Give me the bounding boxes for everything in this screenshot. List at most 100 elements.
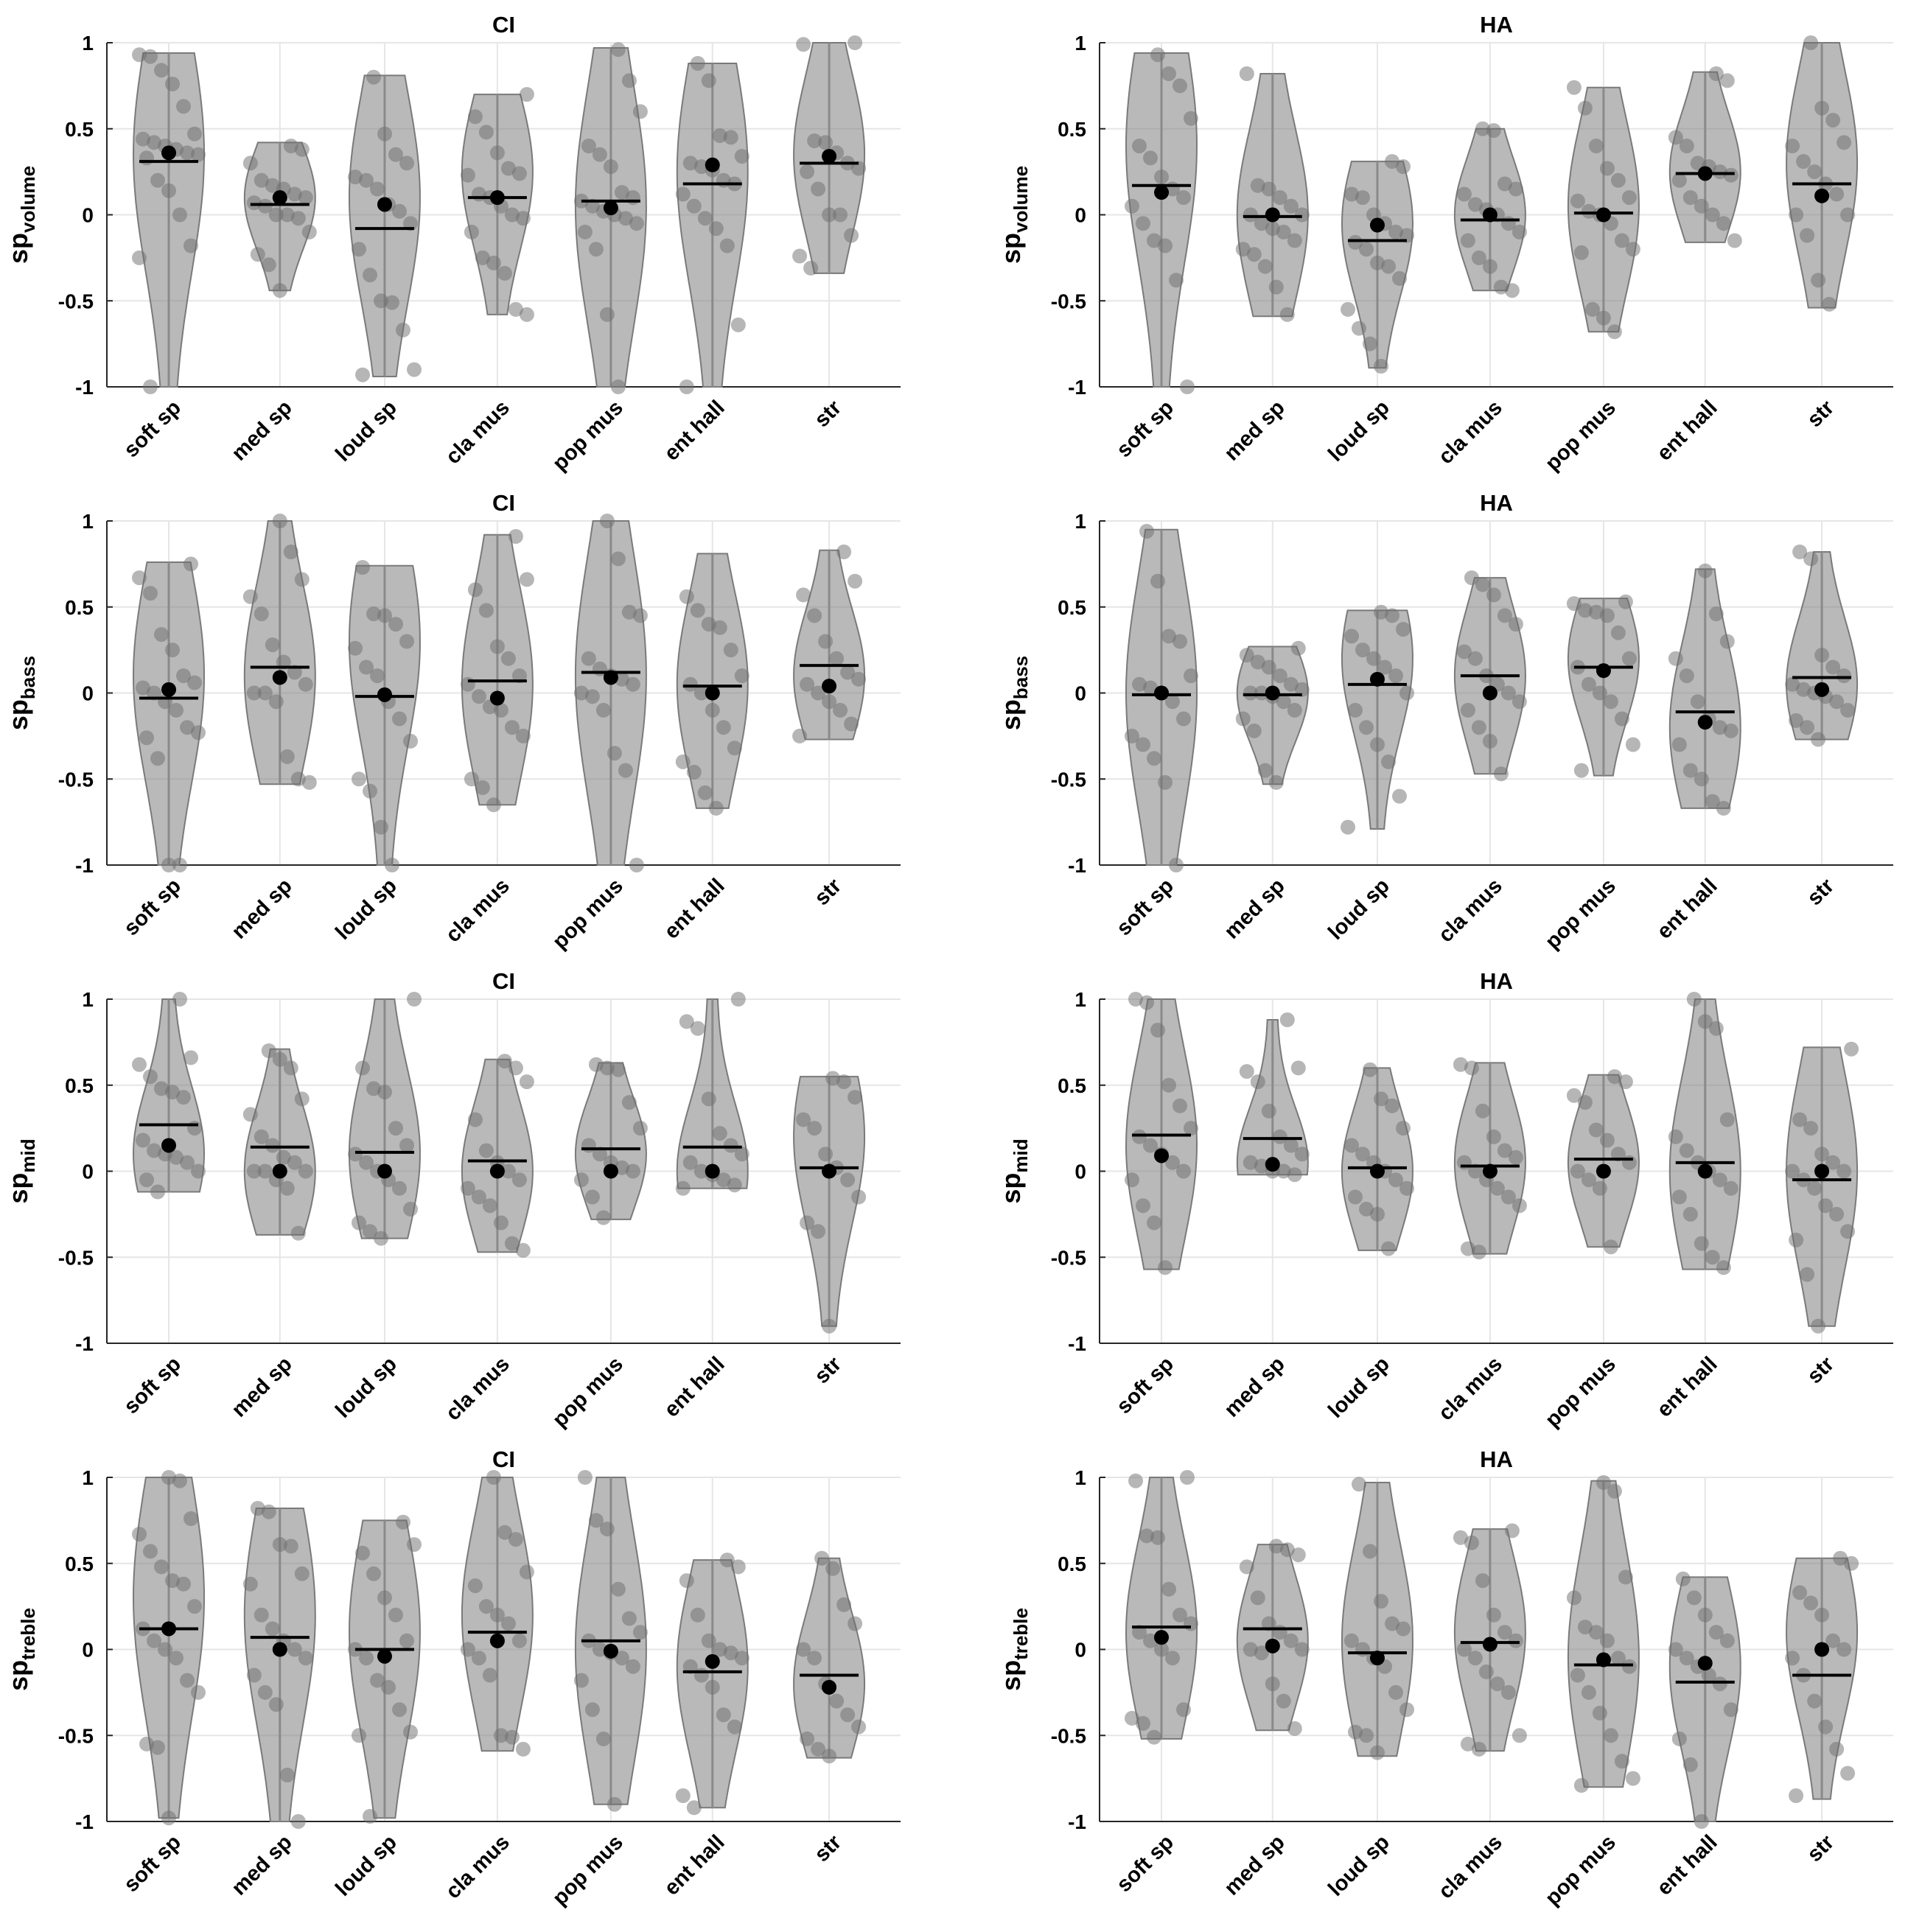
data-point (287, 186, 302, 202)
data-point (1467, 1163, 1483, 1179)
y-tick-label: 0 (82, 1161, 94, 1183)
data-point (1276, 1693, 1291, 1709)
data-point (1694, 198, 1709, 214)
data-point (1512, 694, 1527, 710)
data-point (1829, 186, 1845, 202)
data-point (478, 603, 494, 618)
data-point (374, 293, 388, 309)
y-tick-label: -0.5 (58, 768, 94, 791)
data-point (147, 1143, 161, 1158)
data-point (290, 211, 306, 226)
data-point (1363, 1062, 1377, 1077)
x-tick-label: pop mus (548, 874, 628, 953)
y-tick-label: -1 (1068, 1810, 1086, 1833)
data-point (1250, 654, 1265, 670)
data-point (143, 1069, 158, 1085)
data-point (840, 1172, 856, 1188)
data-point (1800, 228, 1815, 243)
data-point (257, 1163, 273, 1179)
data-point (836, 545, 852, 559)
mean-marker (489, 1633, 505, 1648)
x-tick-label: soft sp (1112, 1830, 1178, 1897)
data-point (1668, 651, 1683, 666)
data-point (1840, 702, 1856, 718)
data-point (1388, 1684, 1403, 1700)
data-point (1235, 711, 1251, 727)
data-point (150, 1740, 165, 1755)
y-tick-label: 0.5 (1058, 118, 1086, 141)
data-point (1246, 723, 1262, 738)
data-point (818, 1147, 834, 1162)
data-point (599, 514, 615, 528)
data-point (1128, 1473, 1143, 1488)
data-point (489, 145, 505, 161)
data-point (1811, 732, 1826, 747)
data-point (800, 1731, 815, 1746)
mean-marker (822, 149, 837, 164)
data-point (1719, 1633, 1735, 1648)
y-tick-label: 0 (1074, 204, 1086, 227)
data-point (500, 1163, 516, 1179)
data-point (348, 640, 363, 656)
data-point (690, 603, 705, 618)
data-point (283, 545, 298, 559)
data-point (1716, 216, 1731, 231)
y-tick-label: -1 (1068, 376, 1086, 399)
data-point (1381, 754, 1396, 769)
data-point (1614, 711, 1629, 727)
data-point (396, 1514, 410, 1530)
data-point (294, 1091, 310, 1107)
data-point (1283, 676, 1299, 692)
data-point (482, 1198, 497, 1214)
data-point (1811, 1318, 1826, 1334)
data-point (486, 797, 501, 813)
data-point (176, 668, 191, 684)
data-point (1136, 216, 1150, 231)
data-point (478, 1143, 494, 1158)
data-point (1814, 1607, 1830, 1623)
data-point (1792, 1112, 1808, 1127)
data-point (359, 1651, 374, 1666)
data-point (1250, 178, 1265, 193)
data-point (814, 1550, 830, 1566)
data-point (1388, 224, 1403, 239)
data-point (1161, 1077, 1176, 1093)
data-point (1268, 774, 1284, 790)
data-point (287, 665, 302, 680)
data-point (169, 1651, 184, 1666)
data-point (712, 1642, 727, 1657)
data-point (1705, 794, 1720, 809)
data-point (1268, 279, 1284, 295)
mean-marker (161, 145, 177, 161)
data-point (246, 1163, 262, 1179)
data-point (399, 1633, 414, 1648)
data-point (519, 1074, 534, 1090)
data-point (1588, 1122, 1604, 1138)
data-point (1294, 1642, 1310, 1657)
data-point (1592, 685, 1607, 701)
data-point (1486, 123, 1501, 139)
x-tick-label: pop mus (1541, 1352, 1621, 1432)
data-point (508, 1532, 523, 1547)
panel-title: CI (492, 968, 515, 994)
data-point (1603, 1239, 1618, 1255)
data-point (599, 1060, 615, 1076)
data-point (1239, 66, 1254, 81)
mean-marker (603, 200, 618, 216)
data-point (1723, 1702, 1738, 1718)
data-point (822, 694, 837, 710)
data-point (573, 1673, 589, 1688)
data-point (1475, 1103, 1490, 1119)
data-point (352, 242, 366, 257)
data-point (690, 1607, 705, 1623)
data-point (1671, 172, 1687, 188)
data-point (1165, 1155, 1180, 1170)
x-tick-label: str (810, 1830, 846, 1866)
data-point (1708, 606, 1724, 622)
data-point (1363, 336, 1377, 351)
data-point (1716, 1260, 1731, 1275)
data-point (250, 1501, 265, 1516)
data-point (716, 720, 731, 735)
data-point (1388, 668, 1403, 684)
x-tick-label: loud sp (1324, 396, 1394, 466)
